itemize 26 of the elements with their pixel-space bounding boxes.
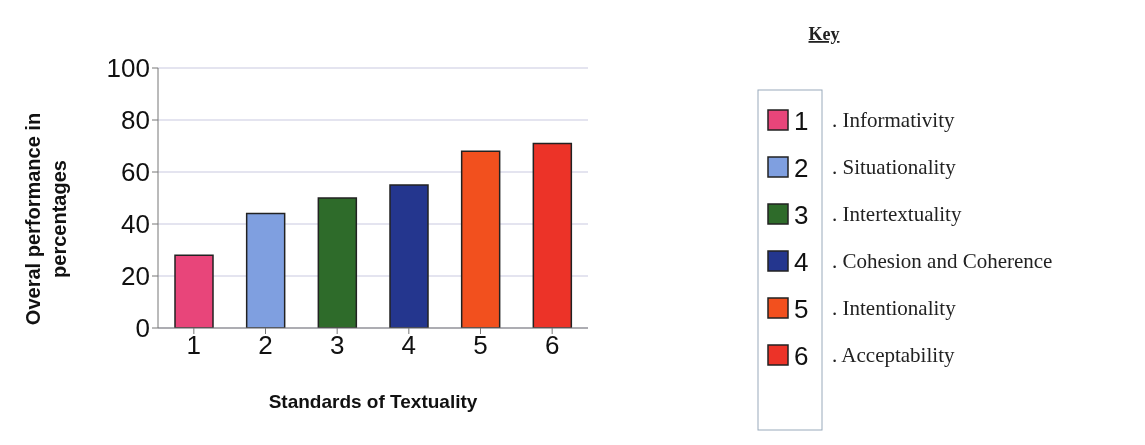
legend-label: 1 bbox=[794, 106, 809, 136]
y-tick-label: 80 bbox=[121, 105, 150, 136]
x-tick-label: 2 bbox=[258, 330, 273, 361]
x-tick-label: 1 bbox=[186, 330, 202, 361]
x-axis-title: Standards of Textuality bbox=[268, 391, 478, 412]
text: . Intertextuality bbox=[832, 202, 962, 226]
text: . Cohesion and Coherence bbox=[832, 249, 1053, 273]
text: . Informativity bbox=[832, 108, 955, 132]
legend-label: 4 bbox=[794, 247, 809, 277]
legend-title: Key bbox=[808, 24, 840, 44]
y-tick-label: 100 bbox=[106, 53, 150, 84]
legend-label: 3 bbox=[794, 200, 809, 230]
y-tick-label: 0 bbox=[135, 313, 150, 344]
x-tick-label: 3 bbox=[329, 330, 345, 361]
y-tick-label: 20 bbox=[121, 261, 150, 292]
y-tick-label: 40 bbox=[121, 209, 150, 240]
legend-label: 2 bbox=[794, 153, 809, 183]
legend-label: 5 bbox=[794, 294, 809, 324]
text: . Acceptability bbox=[832, 343, 955, 367]
x-tick-label: 6 bbox=[544, 330, 560, 361]
text: . Situationality bbox=[832, 155, 957, 179]
x-tick-label: 4 bbox=[401, 330, 417, 361]
y-axis-title: Overal performance in percentages bbox=[21, 111, 71, 328]
y-tick-label: 60 bbox=[121, 157, 150, 188]
text: . Intentionality bbox=[832, 296, 957, 320]
x-tick-label: 5 bbox=[473, 330, 488, 361]
